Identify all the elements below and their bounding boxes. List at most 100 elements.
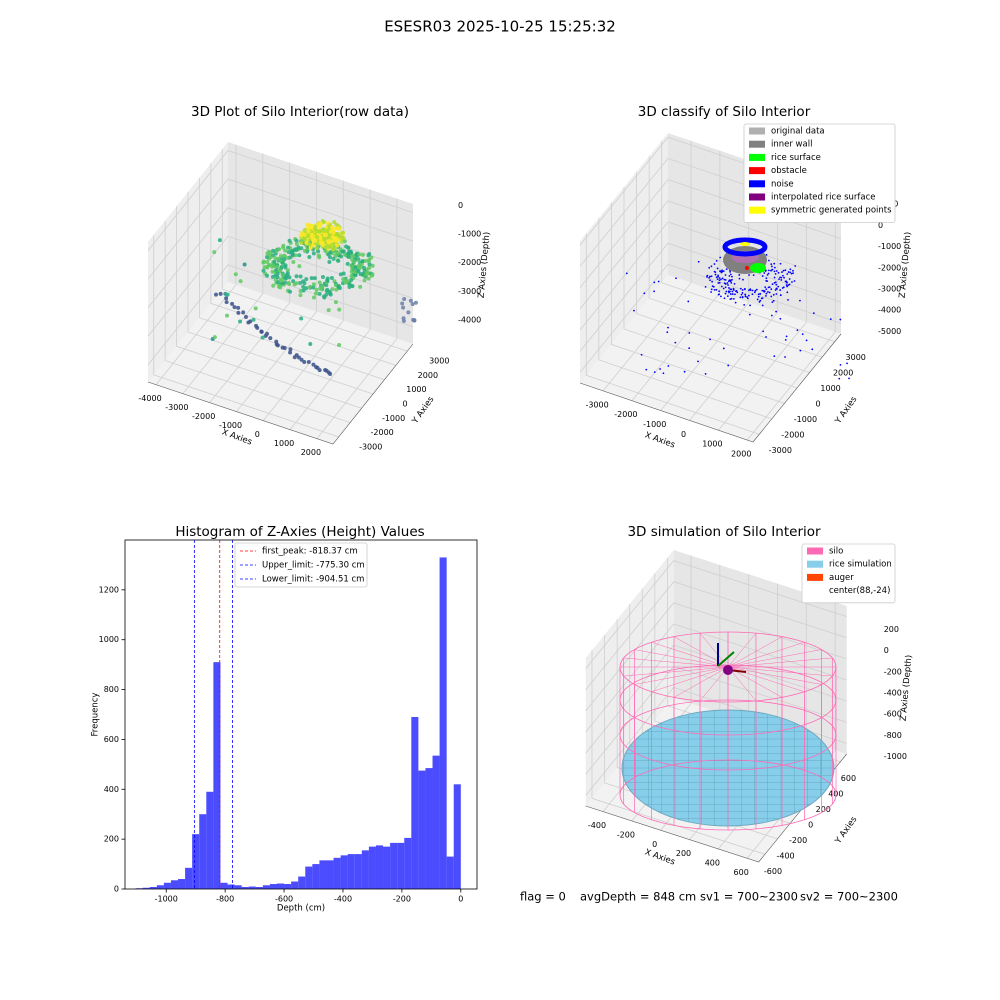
point [367, 265, 372, 270]
point [413, 300, 418, 305]
point [786, 291, 789, 294]
bar [354, 854, 362, 889]
grid-line [602, 140, 692, 392]
point [762, 330, 765, 333]
point [727, 284, 729, 286]
point [334, 287, 339, 292]
point [633, 309, 635, 312]
bar [446, 856, 454, 889]
silo-roof [623, 666, 729, 677]
grid-line [585, 233, 760, 435]
z-tick-label: -400 [884, 689, 902, 698]
point [765, 336, 767, 338]
chart-title: 3D classify of Silo Interior [638, 104, 811, 120]
point [286, 280, 291, 285]
point [757, 293, 760, 296]
point [214, 292, 219, 297]
y-tick-label: -200 [789, 836, 807, 845]
point [337, 342, 342, 347]
grid-line [221, 149, 408, 352]
point [848, 377, 850, 380]
point [674, 341, 677, 344]
bar [319, 860, 327, 889]
point [323, 244, 328, 249]
point [710, 288, 713, 291]
point [334, 238, 339, 243]
grid-line [316, 198, 398, 439]
point [306, 233, 311, 238]
point [724, 286, 727, 289]
x-tick-label: 0 [681, 430, 686, 439]
legend-swatch [749, 167, 765, 175]
point [356, 269, 361, 274]
point [715, 288, 718, 291]
point [724, 274, 727, 276]
bar [453, 784, 461, 889]
point [343, 280, 348, 285]
point [728, 290, 731, 293]
point [838, 377, 841, 380]
point [367, 262, 372, 267]
point [784, 269, 787, 272]
point [653, 290, 656, 293]
bar [326, 860, 334, 889]
point [721, 277, 724, 280]
point [687, 300, 690, 303]
point [723, 297, 726, 300]
point [361, 265, 366, 270]
legend-label: original data [771, 127, 825, 137]
point [788, 278, 791, 280]
y-tick-label: -600 [764, 867, 782, 876]
point [748, 289, 750, 292]
point [666, 331, 669, 334]
point [406, 310, 411, 315]
point [793, 280, 796, 282]
legend-box [743, 123, 896, 223]
point [774, 272, 777, 275]
grid-line [591, 650, 766, 855]
point [236, 310, 241, 315]
point [322, 237, 327, 242]
point [321, 219, 326, 224]
point [688, 332, 691, 334]
point [741, 292, 744, 294]
x-tick-label: 1000 [274, 439, 294, 448]
point [779, 262, 782, 265]
point [716, 267, 719, 270]
legend-box [234, 542, 368, 588]
point [251, 317, 256, 322]
point [780, 279, 783, 281]
x-tick-label: 0 [458, 895, 463, 904]
point [285, 273, 290, 278]
point [328, 239, 333, 244]
point [298, 293, 303, 298]
point [771, 268, 774, 271]
point [272, 259, 277, 264]
point [720, 285, 723, 288]
point [659, 368, 662, 370]
point [708, 266, 711, 269]
point [317, 229, 322, 234]
legend-swatch [807, 573, 823, 581]
legend-label: noise [771, 179, 794, 189]
point [341, 271, 346, 276]
point [773, 281, 776, 284]
point [726, 295, 729, 298]
y-tick-label: 400 [104, 785, 119, 794]
point [749, 304, 752, 307]
point [260, 335, 265, 340]
y-tick-label: -1000 [794, 415, 817, 424]
legend-box [801, 543, 896, 604]
point [782, 269, 785, 272]
point [811, 348, 814, 351]
bar [347, 854, 355, 889]
point [304, 241, 309, 246]
center-point [723, 665, 733, 675]
grid-line [746, 602, 836, 859]
point [302, 359, 307, 364]
point [717, 293, 720, 296]
point [846, 362, 848, 365]
point [732, 289, 735, 291]
point [278, 254, 283, 259]
z-tick-label: 0 [458, 201, 463, 210]
